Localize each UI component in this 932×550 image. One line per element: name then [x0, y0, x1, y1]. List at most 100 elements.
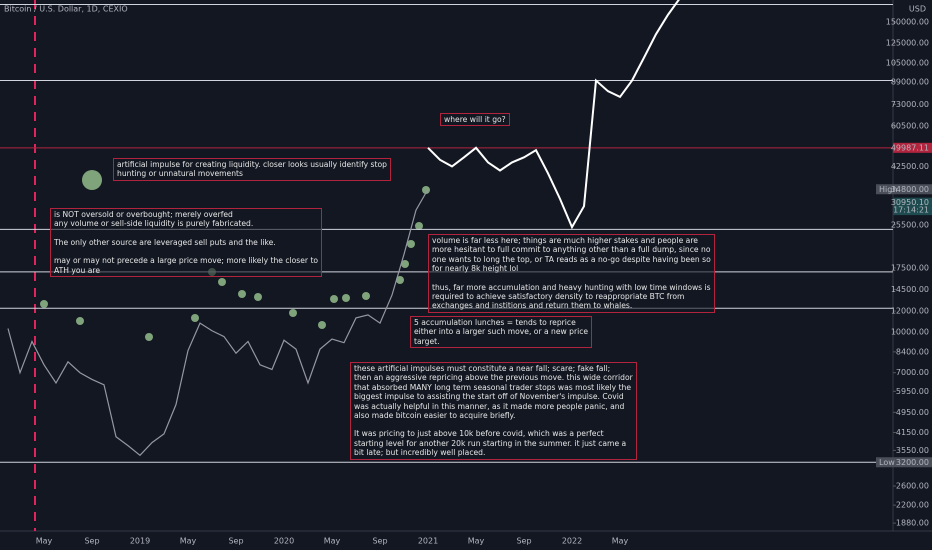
price-tag: [893, 205, 932, 216]
y-tick-label: 17500.00: [891, 263, 929, 272]
y-tick-label: 4150.00: [896, 428, 929, 437]
annotation-line: was actually helpful in this manner, as …: [354, 401, 625, 411]
y-tick-label: 42500.00: [891, 162, 929, 171]
price-tag-text: 30950.10: [891, 198, 929, 207]
icon: [362, 292, 370, 300]
annotation-line: exchanges and institions and return them…: [432, 301, 633, 311]
annotation-line: either into a larger such move, or a new…: [414, 327, 589, 337]
annotation-line: biggest impulse to assisting the start o…: [354, 392, 624, 402]
price-tag-label: High: [879, 185, 897, 194]
y-tick-label: 7000.00: [896, 368, 929, 377]
price-tag-text: 49987.11: [891, 143, 929, 152]
price-tag: [876, 184, 932, 195]
annotation-line: then an aggressive repricing above the p…: [354, 373, 633, 383]
annotation: these artificial impulses must constitut…: [350, 362, 637, 460]
x-tick-label: Sep: [516, 537, 531, 546]
annotation-line: more hesitant to full commit to anything…: [432, 245, 711, 255]
y-tick-label: 25500.00: [891, 220, 929, 229]
icon: [407, 240, 415, 248]
annotation-line: artificial impulse for creating liquidit…: [117, 160, 387, 169]
annotation-line: where will it go?: [444, 115, 506, 124]
x-tick-label: 2019: [130, 537, 150, 546]
price-tag: [876, 457, 932, 468]
annotation-line: required to achieve satisfactory density…: [432, 292, 685, 302]
icon: [396, 276, 404, 284]
y-tick-label: 60500.00: [891, 121, 929, 130]
icon: [422, 186, 430, 194]
y-tick-label: 125000.00: [886, 38, 929, 47]
icon: [342, 294, 350, 302]
x-tick-label: 2021: [418, 537, 438, 546]
y-tick-label: 105000.00: [886, 58, 929, 67]
x-tick-label: May: [612, 537, 629, 546]
annotation-line: one wants to long the top, or TA reads a…: [432, 254, 711, 264]
icon: [145, 333, 153, 341]
icon: [254, 293, 262, 301]
annotation-line: The only other source are leveraged sell…: [54, 237, 276, 247]
x-tick-label: 2020: [274, 537, 294, 546]
icon: [318, 321, 326, 329]
y-tick-label: 3550.00: [896, 446, 929, 455]
icon: [218, 278, 226, 286]
annotation-line: for nearly 8k height lol: [432, 264, 519, 274]
annotation-line: any volume or sell-side liquidity is pur…: [54, 219, 254, 229]
annotation: where will it go?: [440, 113, 510, 127]
y-tick-label: 89000.00: [891, 77, 929, 86]
annotation: volume is far less here; things are much…: [428, 234, 715, 313]
x-tick-label: May: [324, 537, 341, 546]
y-tick-label: 14500.00: [891, 285, 929, 294]
y-tick-label: 150000.00: [886, 18, 929, 27]
y-tick-label: 12000.00: [891, 307, 929, 316]
chart-title: Bitcoin / U.S. Dollar, 1D, CEXIO: [4, 5, 128, 14]
price-tag-label: Low: [879, 458, 895, 467]
annotation-line: these artificial impulses must constitut…: [354, 364, 611, 373]
icon: [415, 222, 423, 230]
annotation-line: is NOT oversold or overbought; merely ov…: [54, 210, 233, 219]
x-tick-label: May: [36, 537, 53, 546]
y-tick-label: 10000.00: [891, 327, 929, 336]
icon: [401, 260, 409, 268]
annotation: artificial impulse for creating liquidit…: [113, 158, 391, 181]
x-tick-label: 2022: [562, 537, 582, 546]
icon: [40, 300, 48, 308]
annotation: 5 accumulation lunches = tends to repric…: [410, 316, 593, 349]
x-tick-label: May: [180, 537, 197, 546]
annotation-line: thus, far more accumulation and heavy hu…: [432, 282, 711, 292]
y-tick-label: 1880.00: [896, 519, 929, 528]
x-tick-label: May: [468, 537, 485, 546]
annotation-line: ATH you are: [54, 265, 101, 275]
price-tag-text: 34800.00: [891, 185, 929, 194]
currency: USD: [909, 5, 926, 14]
y-tick-label: 5950.00: [896, 387, 929, 396]
y-tick-label: 2200.00: [896, 501, 929, 510]
icon: [289, 309, 297, 317]
price-tag-text: 17:14:21: [893, 206, 929, 215]
annotation-line: 5 accumulation lunches = tends to repric…: [414, 318, 576, 327]
x-tick-label: Sep: [84, 537, 99, 546]
price-tag-text: 3200.00: [896, 458, 929, 467]
y-tick-label: 73000.00: [891, 100, 929, 109]
y-tick-label: 8400.00: [896, 347, 929, 356]
annotation-line: hunting or unnatural movements: [117, 169, 243, 179]
icon: [330, 295, 338, 303]
x-tick-label: Sep: [228, 537, 243, 546]
price-tag: [893, 142, 932, 153]
annotation-line: that absorbed MANY long term seasonal tr…: [354, 382, 632, 392]
price-line: [7, 188, 429, 457]
annotation-line: It was pricing to just above 10k before …: [354, 429, 604, 439]
icon: [76, 317, 84, 325]
price-line: [427, 0, 680, 230]
annotation-line: may or may not precede a large price mov…: [54, 256, 319, 266]
x-tick-label: Sep: [372, 537, 387, 546]
annotation-line: bit late; but incredibly well placed.: [354, 448, 486, 458]
icon: [82, 170, 102, 190]
annotation-line: volume is far less here; things are much…: [432, 236, 698, 245]
annotation-line: starting level for another 20k run start…: [354, 438, 627, 448]
annotation-line: also made bitcoin easier to acquire brie…: [354, 411, 516, 421]
icon: [238, 290, 246, 298]
y-tick-label: 4950.00: [896, 408, 929, 417]
annotation: is NOT oversold or overbought; merely ov…: [50, 208, 323, 278]
price-tag: [893, 197, 932, 208]
